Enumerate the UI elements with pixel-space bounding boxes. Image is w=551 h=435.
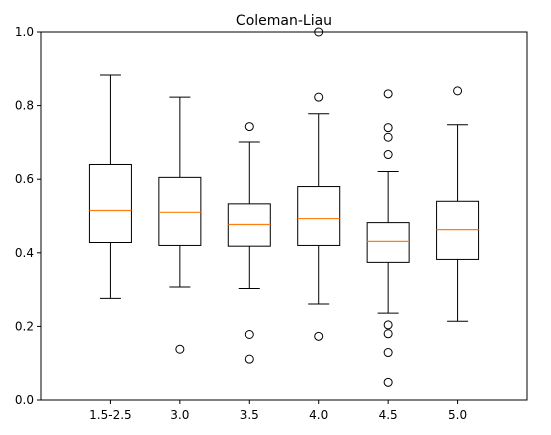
outlier-point (244, 354, 254, 364)
outlier-point (314, 92, 324, 102)
x-tick-label: 3.0 (170, 408, 189, 422)
x-tick-label: 5.0 (448, 408, 467, 422)
y-tick-label: 0.8 (15, 99, 34, 113)
outlier-point (453, 86, 463, 96)
box-group (366, 89, 410, 387)
outlier-point (244, 329, 254, 339)
chart-title: Coleman-Liau (236, 13, 332, 29)
y-tick-label: 0.6 (15, 172, 34, 186)
outlier-point (383, 329, 393, 339)
box-group (158, 96, 202, 354)
y-axis: 0.0 0.2 0.4 0.6 0.8 1.0 (15, 25, 41, 407)
iqr-box (436, 200, 480, 260)
y-tick-label: 0.4 (15, 246, 34, 260)
box-group (227, 122, 271, 364)
outlier-point (383, 348, 393, 358)
x-tick-label: 4.5 (379, 408, 398, 422)
plot-area (88, 27, 480, 387)
x-tick-label: 1.5-2.5 (89, 408, 132, 422)
x-tick-label: 3.5 (240, 408, 259, 422)
box-group (88, 74, 132, 299)
y-tick-label: 0.0 (15, 393, 34, 407)
box-group (436, 86, 480, 322)
box-group (297, 27, 341, 341)
axes-frame (40, 31, 528, 401)
outlier-point (175, 344, 185, 354)
outlier-point (383, 123, 393, 133)
outlier-point (314, 331, 324, 341)
x-axis: 1.5-2.5 3.0 3.5 4.0 4.5 5.0 (89, 400, 467, 422)
iqr-box (366, 222, 410, 263)
outlier-point (383, 320, 393, 330)
outlier-point (244, 122, 254, 132)
x-tick-label: 4.0 (309, 408, 328, 422)
iqr-box (297, 186, 341, 246)
outlier-point (383, 150, 393, 160)
iqr-box (158, 176, 202, 246)
outlier-point (383, 377, 393, 387)
y-tick-label: 1.0 (15, 25, 34, 39)
outlier-point (383, 89, 393, 99)
iqr-box (88, 163, 132, 243)
outlier-point (383, 132, 393, 142)
y-tick-label: 0.2 (15, 319, 34, 333)
